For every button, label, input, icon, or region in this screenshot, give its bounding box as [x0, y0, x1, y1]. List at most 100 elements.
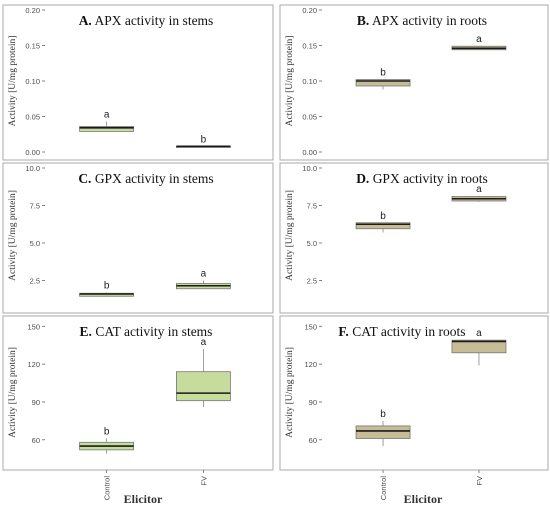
y-tick-label: 0.05: [25, 113, 40, 122]
y-tick-label: 0.05: [302, 113, 317, 122]
box-body: [175, 371, 231, 402]
panel-frame: [279, 162, 549, 314]
box-fv: a: [451, 328, 507, 366]
y-axis-title: Activity [U/mg protein]: [8, 190, 18, 281]
y-tick-label: 150: [27, 322, 40, 331]
y-axis-title: Activity [U/mg protein]: [285, 36, 295, 127]
y-tick-label: 0.00: [302, 148, 317, 157]
box-body: [451, 339, 507, 354]
panel-title: E. CAT activity in stems: [80, 324, 213, 339]
significance-letter: b: [380, 409, 386, 420]
panel-letter: C.: [78, 171, 91, 186]
x-category-label: FV: [475, 476, 484, 486]
panel-letter: D.: [356, 171, 369, 186]
panel-title: D. GPX activity in roots: [356, 171, 488, 186]
significance-letter: a: [476, 184, 482, 195]
y-tick-label: 2.5: [30, 277, 40, 286]
box-fv: a: [451, 34, 507, 51]
y-tick-label: 60: [309, 436, 317, 445]
significance-letter: a: [104, 109, 110, 120]
panel-letter: B.: [357, 13, 369, 28]
box-fv: a: [175, 269, 231, 290]
panel-frame: [279, 4, 549, 161]
x-category-label: FV: [199, 476, 208, 486]
significance-letter: b: [104, 427, 110, 438]
x-axis-title-right: Elicitor: [404, 492, 443, 506]
panel-title: C. GPX activity in stems: [78, 171, 213, 186]
panel-frame: [2, 315, 274, 471]
significance-letter: b: [104, 281, 110, 292]
x-category-label: Control: [379, 476, 388, 501]
panel-A: 0.00 0.05 0.10 0.15 0.20 Activity [U/mg prote…: [2, 4, 274, 161]
significance-letter: b: [201, 134, 207, 145]
box-control: b: [355, 409, 411, 447]
y-tick-label: 5.0: [307, 239, 317, 248]
y-tick-label: 10.0: [25, 164, 40, 173]
panel-letter: F.: [338, 324, 348, 339]
box-body: [355, 222, 411, 230]
significance-letter: b: [380, 68, 386, 79]
y-tick-label: 5.0: [30, 239, 40, 248]
significance-letter: a: [476, 328, 482, 339]
box-fv: a: [451, 184, 507, 202]
y-tick-label: 0.10: [302, 77, 317, 86]
y-tick-label: 60: [32, 436, 40, 445]
box-control: b: [355, 68, 411, 90]
panel-title-text: APX activity in roots: [369, 13, 487, 28]
panel-letter: A.: [79, 13, 92, 28]
panel-frame: [2, 4, 274, 161]
y-tick-label: 150: [304, 322, 317, 331]
box-fv: a: [175, 337, 231, 407]
y-tick-label: 0.15: [302, 42, 317, 51]
y-tick-label: 0.15: [25, 42, 40, 51]
panel-title: B. APX activity in roots: [357, 13, 487, 28]
y-tick-label: 0.00: [25, 148, 40, 157]
y-tick-label: 7.5: [307, 202, 317, 211]
significance-letter: a: [476, 34, 482, 45]
panel-frame: [279, 315, 549, 471]
panel-title: A. APX activity in stems: [79, 13, 214, 28]
y-tick-label: 2.5: [307, 277, 317, 286]
x-axis-title-left: Elicitor: [124, 492, 163, 506]
box-body: [355, 425, 411, 439]
box-control: a: [79, 109, 134, 132]
y-tick-label: 0.10: [25, 77, 40, 86]
y-axis-title: Activity [U/mg protein]: [285, 190, 295, 281]
y-tick-label: 90: [32, 398, 40, 407]
y-tick-label: 120: [304, 360, 317, 369]
y-tick-label: 7.5: [30, 202, 40, 211]
panels: 0.00 0.05 0.10 0.15 0.20 Activity [U/mg prote…: [2, 4, 549, 471]
y-axis-title: Activity [U/mg protein]: [285, 347, 295, 438]
significance-letter: a: [201, 337, 207, 348]
significance-letter: b: [380, 211, 386, 222]
significance-letter: a: [201, 269, 207, 280]
y-tick-label: 120: [27, 360, 40, 369]
box-body: [79, 126, 134, 132]
panel-letter: E.: [80, 324, 92, 339]
x-category-label: Control: [103, 476, 112, 501]
panel-title-text: GPX activity in stems: [91, 171, 213, 186]
panel-B: 0.00 0.05 0.10 0.15 0.20 Activity [U/mg prote…: [279, 4, 549, 161]
box-body: [355, 79, 411, 87]
panel-title-text: CAT activity in roots: [349, 324, 466, 339]
y-tick-label: 0.20: [25, 6, 40, 15]
y-tick-label: 0.20: [302, 6, 317, 15]
box-control: b: [79, 427, 134, 454]
panel-title-text: CAT activity in stems: [92, 324, 213, 339]
y-tick-label: 10.0: [302, 164, 317, 173]
y-axis-title: Activity [U/mg protein]: [8, 347, 18, 438]
panel-title-text: APX activity in stems: [92, 13, 214, 28]
y-tick-label: 90: [309, 398, 317, 407]
box-fv: b: [175, 134, 231, 148]
panel-C: 2.5 5.0 7.5 10.0 Activity [U/mg protein] b a C.…: [2, 162, 274, 314]
x-axes: Control FV Control FV: [103, 470, 484, 500]
box-control: b: [355, 211, 411, 233]
y-axis-title: Activity [U/mg protein]: [8, 36, 18, 127]
box-control: b: [79, 281, 134, 297]
panel-F: 60 90 120 150 Activity [U/mg protein] b a F. CA…: [279, 315, 549, 471]
panel-title: F. CAT activity in roots: [338, 324, 465, 339]
panel-title-text: GPX activity in roots: [369, 171, 488, 186]
